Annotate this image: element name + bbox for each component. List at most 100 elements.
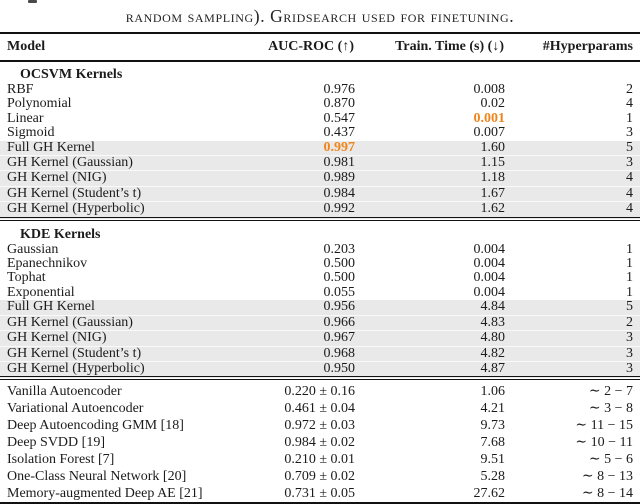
time-cell: 4.84 <box>355 300 505 316</box>
hyperparams-cell: 3 <box>626 125 633 141</box>
column-header-auc-roc: AUC-ROC (↑) <box>250 33 355 62</box>
auc-cell: 0.709 ± 0.02 <box>284 469 355 485</box>
auc-cell: 0.870 <box>323 96 356 112</box>
time-cell: 5.28 <box>480 469 506 485</box>
model-cell: GH Kernel (NIG) <box>0 330 250 347</box>
model-cell: Sigmoid <box>7 125 55 141</box>
results-table: Model AUC-ROC (↑) Train. Time (s) (↓) #H… <box>0 32 640 504</box>
column-header-train-time: Train. Time (s) (↓) <box>355 33 505 62</box>
section-header-ocsvm: OCSVM Kernels <box>0 61 640 83</box>
hyperparams-cell: ∼ 8 − 14 <box>581 486 633 502</box>
model-cell: Exponential <box>7 284 75 300</box>
time-cell: 1.67 <box>355 186 505 203</box>
auc-cell: 0.989 <box>250 171 355 187</box>
model-cell: Epanechnikov <box>7 256 88 272</box>
table-row: Gaussian 0.203 0.004 1 <box>0 241 640 257</box>
section-title: KDE Kernels <box>0 216 640 243</box>
table-row: Deep SVDD [19] 0.984 ± 0.02 7.68 ∼ 10 − … <box>0 434 640 451</box>
model-cell: RBF <box>7 82 34 97</box>
time-cell: 0.02 <box>480 96 506 112</box>
table-row: Exponential 0.055 0.004 1 <box>0 284 640 300</box>
auc-cell-best-highlight: 0.997 <box>250 140 355 157</box>
hyperparams-cell: 5 <box>505 300 640 316</box>
time-cell: 0.004 <box>473 256 506 272</box>
table-row-gh-highlighted: GH Kernel (Hyperbolic) 0.950 4.87 3 <box>0 361 640 379</box>
hyperparams-cell: 1 <box>626 256 633 272</box>
hyperparams-cell: ∼ 11 − 15 <box>575 418 633 434</box>
model-cell: Tophat <box>7 270 46 286</box>
model-cell: One-Class Neural Network [20] <box>7 469 187 485</box>
table-row: Linear 0.547 0.001 1 <box>0 110 640 126</box>
hyperparams-cell: ∼ 8 − 13 <box>581 469 633 485</box>
table-row-gh-highlighted: GH Kernel (NIG) 0.989 1.18 4 <box>0 171 640 187</box>
table-row: Isolation Forest [7] 0.210 ± 0.01 9.51 ∼… <box>0 451 640 468</box>
hyperparams-cell: 1 <box>626 270 633 286</box>
model-cell: Polynomial <box>7 96 72 112</box>
model-cell: GH Kernel (Gaussian) <box>0 155 250 172</box>
model-cell: Variational Autoencoder <box>7 401 144 417</box>
table-row: Epanechnikov 0.500 0.004 1 <box>0 256 640 272</box>
auc-cell: 0.968 <box>250 346 355 362</box>
hyperparams-cell: 2 <box>626 82 633 97</box>
time-cell: 4.80 <box>355 330 505 347</box>
time-cell: 4.83 <box>355 315 505 332</box>
auc-cell: 0.976 <box>323 82 356 97</box>
auc-cell: 0.966 <box>250 315 355 332</box>
table-row: Deep Autoencoding GMM [18] 0.972 ± 0.03 … <box>0 417 640 434</box>
model-cell: GH Kernel (Hyperbolic) <box>0 361 250 379</box>
table-row: Sigmoid 0.437 0.007 3 <box>0 125 640 141</box>
auc-cell: 0.950 <box>250 361 355 379</box>
table-row-gh-highlighted: GH Kernel (Student’s t) 0.984 1.67 4 <box>0 186 640 203</box>
auc-cell: 0.984 <box>250 186 355 203</box>
hyperparams-cell: 3 <box>505 155 640 172</box>
table-row-gh-highlighted: GH Kernel (Student’s t) 0.968 4.82 3 <box>0 346 640 362</box>
time-cell: 0.007 <box>473 125 506 141</box>
model-cell: Vanilla Autoencoder <box>0 376 250 401</box>
time-cell: 27.62 <box>473 486 506 502</box>
table-row: Vanilla Autoencoder 0.220 ± 0.16 1.06 ∼ … <box>0 376 640 401</box>
hyperparams-cell: 3 <box>505 330 640 347</box>
time-cell: 4.82 <box>355 346 505 362</box>
time-cell: 4.21 <box>480 401 506 417</box>
model-cell: GH Kernel (NIG) <box>0 171 250 187</box>
model-cell: GH Kernel (Gaussian) <box>0 315 250 332</box>
model-cell: Gaussian <box>7 241 59 257</box>
model-cell: Full GH Kernel <box>0 300 250 316</box>
auc-cell: 0.220 ± 0.16 <box>250 376 355 401</box>
auc-cell: 0.981 <box>250 155 355 172</box>
hyperparams-cell: 5 <box>505 140 640 157</box>
table-row: RBF 0.976 0.008 2 <box>0 82 640 97</box>
table-row: Polynomial 0.870 0.02 4 <box>0 96 640 112</box>
table-row-gh-highlighted: Full GH Kernel 0.997 1.60 5 <box>0 140 640 157</box>
time-cell-best-highlight: 0.001 <box>473 110 506 126</box>
time-cell: 1.60 <box>355 140 505 157</box>
auc-cell: 0.203 <box>323 241 356 257</box>
table-row: Memory-augmented Deep AE [21] 0.731 ± 0.… <box>0 485 640 503</box>
column-header-model: Model <box>0 33 250 62</box>
table-row-gh-highlighted: GH Kernel (Gaussian) 0.981 1.15 3 <box>0 155 640 172</box>
time-cell: 4.87 <box>355 361 505 379</box>
table-row-gh-highlighted: GH Kernel (Gaussian) 0.966 4.83 2 <box>0 315 640 332</box>
auc-cell: 0.437 <box>323 125 356 141</box>
hyperparams-cell: 1 <box>626 110 633 126</box>
hyperparams-cell: ∼ 10 − 11 <box>575 435 633 451</box>
time-cell: 9.73 <box>480 418 506 434</box>
time-cell: 0.004 <box>473 270 506 286</box>
model-cell: Isolation Forest [7] <box>7 452 115 468</box>
hyperparams-cell: ∼ 5 − 6 <box>588 452 633 468</box>
auc-cell: 0.972 ± 0.03 <box>284 418 355 434</box>
table-caption: random sampling). Gridsearch used for fi… <box>125 6 515 26</box>
hyperparams-cell: 3 <box>505 361 640 379</box>
auc-cell: 0.731 ± 0.05 <box>284 486 355 502</box>
section-title: OCSVM Kernels <box>20 67 123 82</box>
time-cell: 1.18 <box>355 171 505 187</box>
auc-cell: 0.956 <box>250 300 355 316</box>
time-cell: 7.68 <box>480 435 506 451</box>
model-cell: GH Kernel (Hyperbolic) <box>0 202 250 220</box>
time-cell: 9.51 <box>480 452 506 468</box>
time-cell: 1.62 <box>355 202 505 220</box>
model-cell: Memory-augmented Deep AE [21] <box>7 486 203 502</box>
model-cell: Linear <box>7 110 44 126</box>
time-cell: 0.004 <box>473 241 506 257</box>
cropped-text-fragment <box>28 0 37 3</box>
